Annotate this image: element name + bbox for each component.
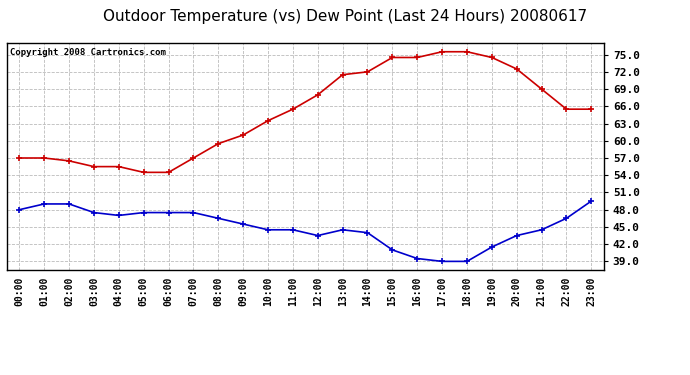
Text: Outdoor Temperature (vs) Dew Point (Last 24 Hours) 20080617: Outdoor Temperature (vs) Dew Point (Last… xyxy=(103,9,587,24)
Text: Copyright 2008 Cartronics.com: Copyright 2008 Cartronics.com xyxy=(10,48,166,57)
